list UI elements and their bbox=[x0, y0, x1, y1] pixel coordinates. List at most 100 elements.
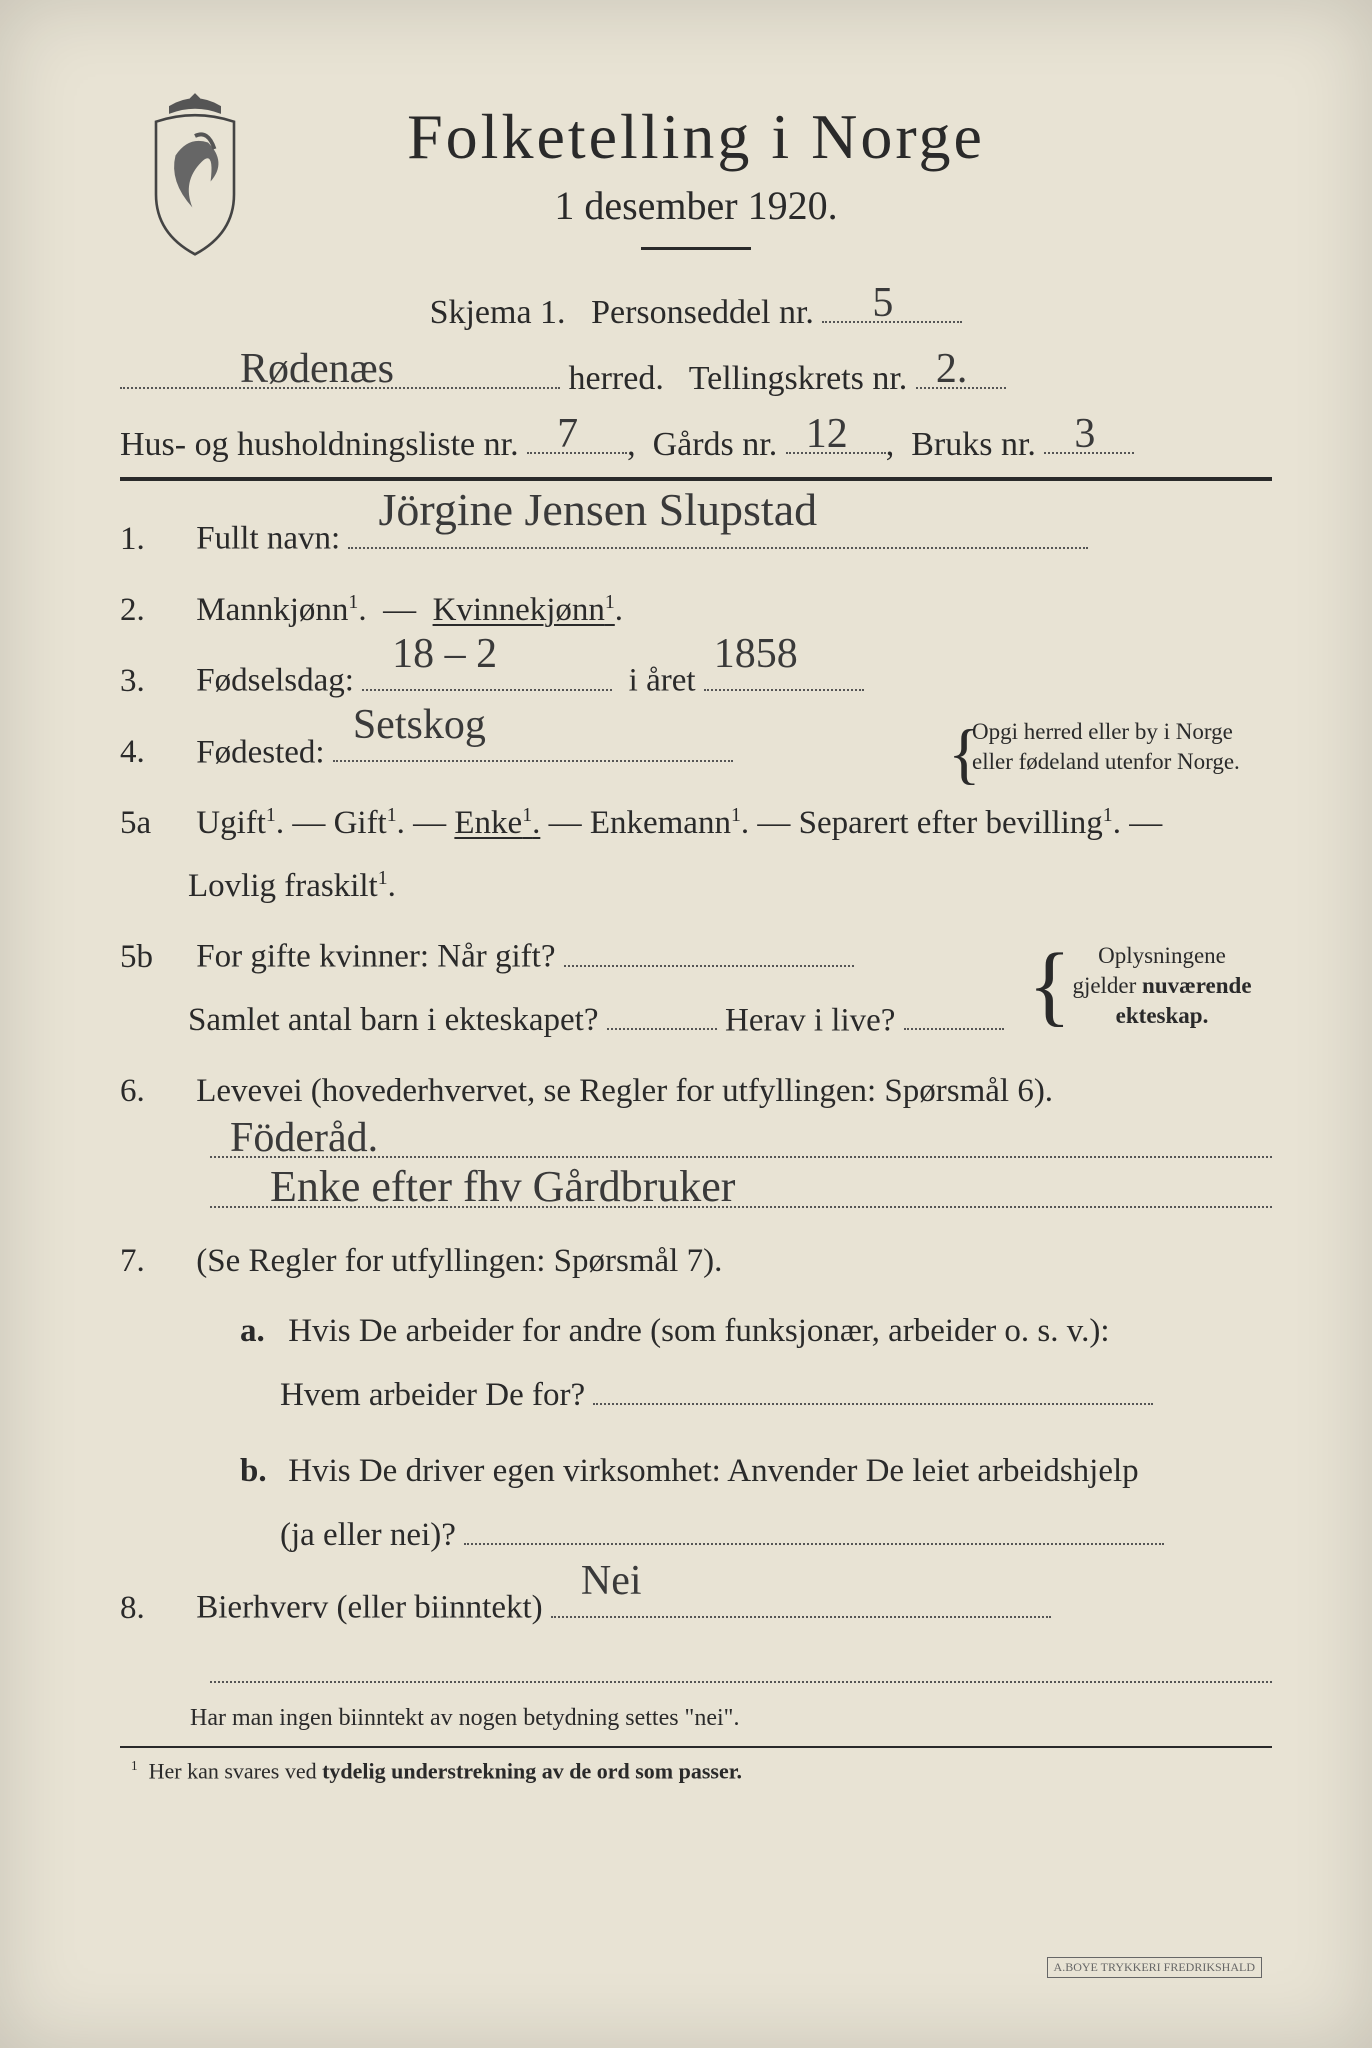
q8: 8. Bierhverv (eller biinntekt) Nei bbox=[120, 1576, 1272, 1639]
footer-sup-note: 1 Her kan svares ved tydelig understrekn… bbox=[120, 1758, 1272, 1784]
q5b-num: 5b bbox=[120, 926, 188, 989]
q5a-o1: Ugift1. bbox=[196, 805, 284, 841]
herred-field: Rødenæs bbox=[120, 346, 560, 389]
q3-year-label: i året bbox=[629, 663, 696, 699]
q5a-o6: Lovlig fraskilt1. bbox=[120, 868, 396, 904]
q7b-l1: Hvis De driver egen virksomhet: Anvender… bbox=[288, 1453, 1138, 1489]
krets-field: 2. bbox=[916, 346, 1006, 389]
footer-rule bbox=[120, 1746, 1272, 1748]
q4-num: 4. bbox=[120, 721, 188, 784]
title-main: Folketelling i Norge bbox=[120, 100, 1272, 174]
coat-of-arms-icon bbox=[130, 90, 260, 265]
herred-value: Rødenæs bbox=[240, 345, 394, 393]
gard-value: 12 bbox=[806, 410, 848, 458]
q5b-barn-field bbox=[607, 989, 717, 1031]
q3-day-value: 18 – 2 bbox=[392, 615, 497, 695]
q1: 1. Fullt navn: Jörgine Jensen Slupstad bbox=[120, 507, 1272, 570]
census-form-page: Folketelling i Norge 1 desember 1920. Sk… bbox=[0, 0, 1372, 2048]
q1-value: Jörgine Jensen Slupstad bbox=[378, 466, 817, 553]
q4: 4. Fødested: Setskog { Opgi herred eller… bbox=[120, 721, 1272, 784]
q5b-l2b: Herav i live? bbox=[725, 1002, 895, 1038]
q8-label: Bierhverv (eller biinntekt) bbox=[196, 1590, 542, 1626]
person-nr-field: 5 bbox=[822, 280, 962, 323]
hus-row: Hus- og husholdningsliste nr. 7 , Gårds … bbox=[120, 412, 1272, 464]
q4-note-l2: eller fødeland utenfor Norge. bbox=[972, 749, 1240, 774]
header-divider bbox=[641, 247, 751, 250]
q7b-field bbox=[464, 1503, 1164, 1545]
hus-field: 7 bbox=[527, 412, 627, 455]
bruk-field: 3 bbox=[1044, 412, 1134, 455]
q4-value: Setskog bbox=[353, 686, 486, 766]
q5a-o2: Gift1. bbox=[334, 805, 405, 841]
q5a: 5a Ugift1. — Gift1. — Enke1. — Enkemann1… bbox=[120, 792, 1272, 917]
q4-note-l1: Opgi herred eller by i Norge bbox=[972, 719, 1233, 744]
q4-label: Fødested: bbox=[196, 734, 324, 770]
q3-label: Fødselsdag: bbox=[196, 663, 354, 699]
q7a-label: a. bbox=[240, 1300, 280, 1363]
person-nr-value: 5 bbox=[872, 279, 893, 327]
q6-line1-value: Föderåd. bbox=[230, 1114, 378, 1162]
q3-num: 3. bbox=[120, 650, 188, 713]
q3-year-field: 1858 bbox=[704, 649, 864, 691]
q7a-l1: Hvis De arbeider for andre (som funksjon… bbox=[288, 1313, 1109, 1349]
hus-value: 7 bbox=[557, 410, 578, 458]
q7b-l2: (ja eller nei)? bbox=[240, 1517, 456, 1553]
q7-label: (Se Regler for utfyllingen: Spørsmål 7). bbox=[196, 1243, 722, 1279]
q1-label: Fullt navn: bbox=[196, 521, 340, 557]
schema-label: Skjema 1. bbox=[430, 294, 566, 331]
bruk-value: 3 bbox=[1074, 410, 1095, 458]
q6-lines: Föderåd. Enke efter fhv Gårdbruker bbox=[210, 1131, 1272, 1208]
q4-field: Setskog bbox=[333, 721, 733, 763]
q2-opt1: Mannkjønn1. bbox=[196, 592, 366, 628]
q5b: 5b For gifte kvinner: Når gift? Samlet a… bbox=[120, 925, 1272, 1052]
q5a-o4: Enkemann1. bbox=[590, 805, 749, 841]
q7b-label: b. bbox=[240, 1440, 280, 1503]
q8-num: 8. bbox=[120, 1577, 188, 1640]
q8-field: Nei bbox=[551, 1576, 1051, 1618]
q5a-o5: Separert efter bevilling1. bbox=[799, 805, 1121, 841]
q1-field: Jörgine Jensen Slupstad bbox=[348, 507, 1088, 549]
q2-num: 2. bbox=[120, 579, 188, 642]
gard-label: Gårds nr. bbox=[653, 425, 778, 462]
person-label: Personseddel nr. bbox=[591, 294, 814, 331]
q5b-live-field bbox=[904, 989, 1004, 1031]
q7a: a. Hvis De arbeider for andre (som funks… bbox=[120, 1300, 1272, 1426]
q5a-o3-selected: Enke1. bbox=[454, 805, 540, 841]
q5b-note: { Oplysningene gjelder nuværende ekteska… bbox=[1052, 941, 1272, 1031]
q6-line1-field: Föderåd. bbox=[210, 1131, 1272, 1159]
q5a-num: 5a bbox=[120, 792, 188, 855]
q7-num: 7. bbox=[120, 1230, 188, 1293]
q3-day-field: 18 – 2 bbox=[362, 649, 612, 691]
hus-label: Hus- og husholdningsliste nr. bbox=[120, 425, 519, 462]
q1-num: 1. bbox=[120, 508, 188, 571]
krets-label: Tellingskrets nr. bbox=[689, 360, 908, 397]
q4-note: { Opgi herred eller by i Norge eller fød… bbox=[972, 717, 1272, 777]
schema-row: Skjema 1. Personseddel nr. 5 bbox=[120, 280, 1272, 332]
q2: 2. Mannkjønn1. — Kvinnekjønn1. bbox=[120, 579, 1272, 642]
q3-year-value: 1858 bbox=[714, 615, 798, 695]
q5b-note-l3: ekteskap. bbox=[1116, 1003, 1209, 1028]
q5b-note-l2: gjelder nuværende bbox=[1072, 973, 1251, 998]
q7: 7. (Se Regler for utfyllingen: Spørsmål … bbox=[120, 1230, 1272, 1293]
q3: 3. Fødselsdag: 18 – 2 i året 1858 bbox=[120, 649, 1272, 712]
q8-value: Nei bbox=[581, 1542, 642, 1622]
q5b-l2a: Samlet antal barn i ekteskapet? bbox=[120, 1002, 599, 1038]
gard-field: 12 bbox=[786, 412, 886, 455]
q7a-field bbox=[593, 1363, 1153, 1405]
q6-line2-field: Enke efter fhv Gårdbruker bbox=[210, 1180, 1272, 1208]
q5b-gift-field bbox=[564, 925, 854, 967]
q8-line2 bbox=[210, 1656, 1272, 1684]
q5b-note-l1: Oplysningene bbox=[1098, 943, 1226, 968]
q5b-l1: For gifte kvinner: Når gift? bbox=[196, 939, 555, 975]
form-header: Folketelling i Norge 1 desember 1920. bbox=[120, 100, 1272, 250]
q6-label: Levevei (hovederhvervet, se Regler for u… bbox=[196, 1073, 1053, 1109]
q6-line2-value: Enke efter fhv Gårdbruker bbox=[270, 1161, 735, 1212]
title-date: 1 desember 1920. bbox=[120, 182, 1272, 229]
herred-label: herred. bbox=[569, 360, 664, 397]
bruk-label: Bruks nr. bbox=[911, 425, 1036, 462]
q7a-l2: Hvem arbeider De for? bbox=[240, 1377, 585, 1413]
krets-value: 2. bbox=[936, 345, 968, 393]
footer-note: Har man ingen biinntekt av nogen betydni… bbox=[190, 1705, 1272, 1732]
q7b: b. Hvis De driver egen virksomhet: Anven… bbox=[120, 1440, 1272, 1566]
printer-stamp: A.BOYE TRYKKERI FREDRIKSHALD bbox=[1047, 1957, 1262, 1978]
